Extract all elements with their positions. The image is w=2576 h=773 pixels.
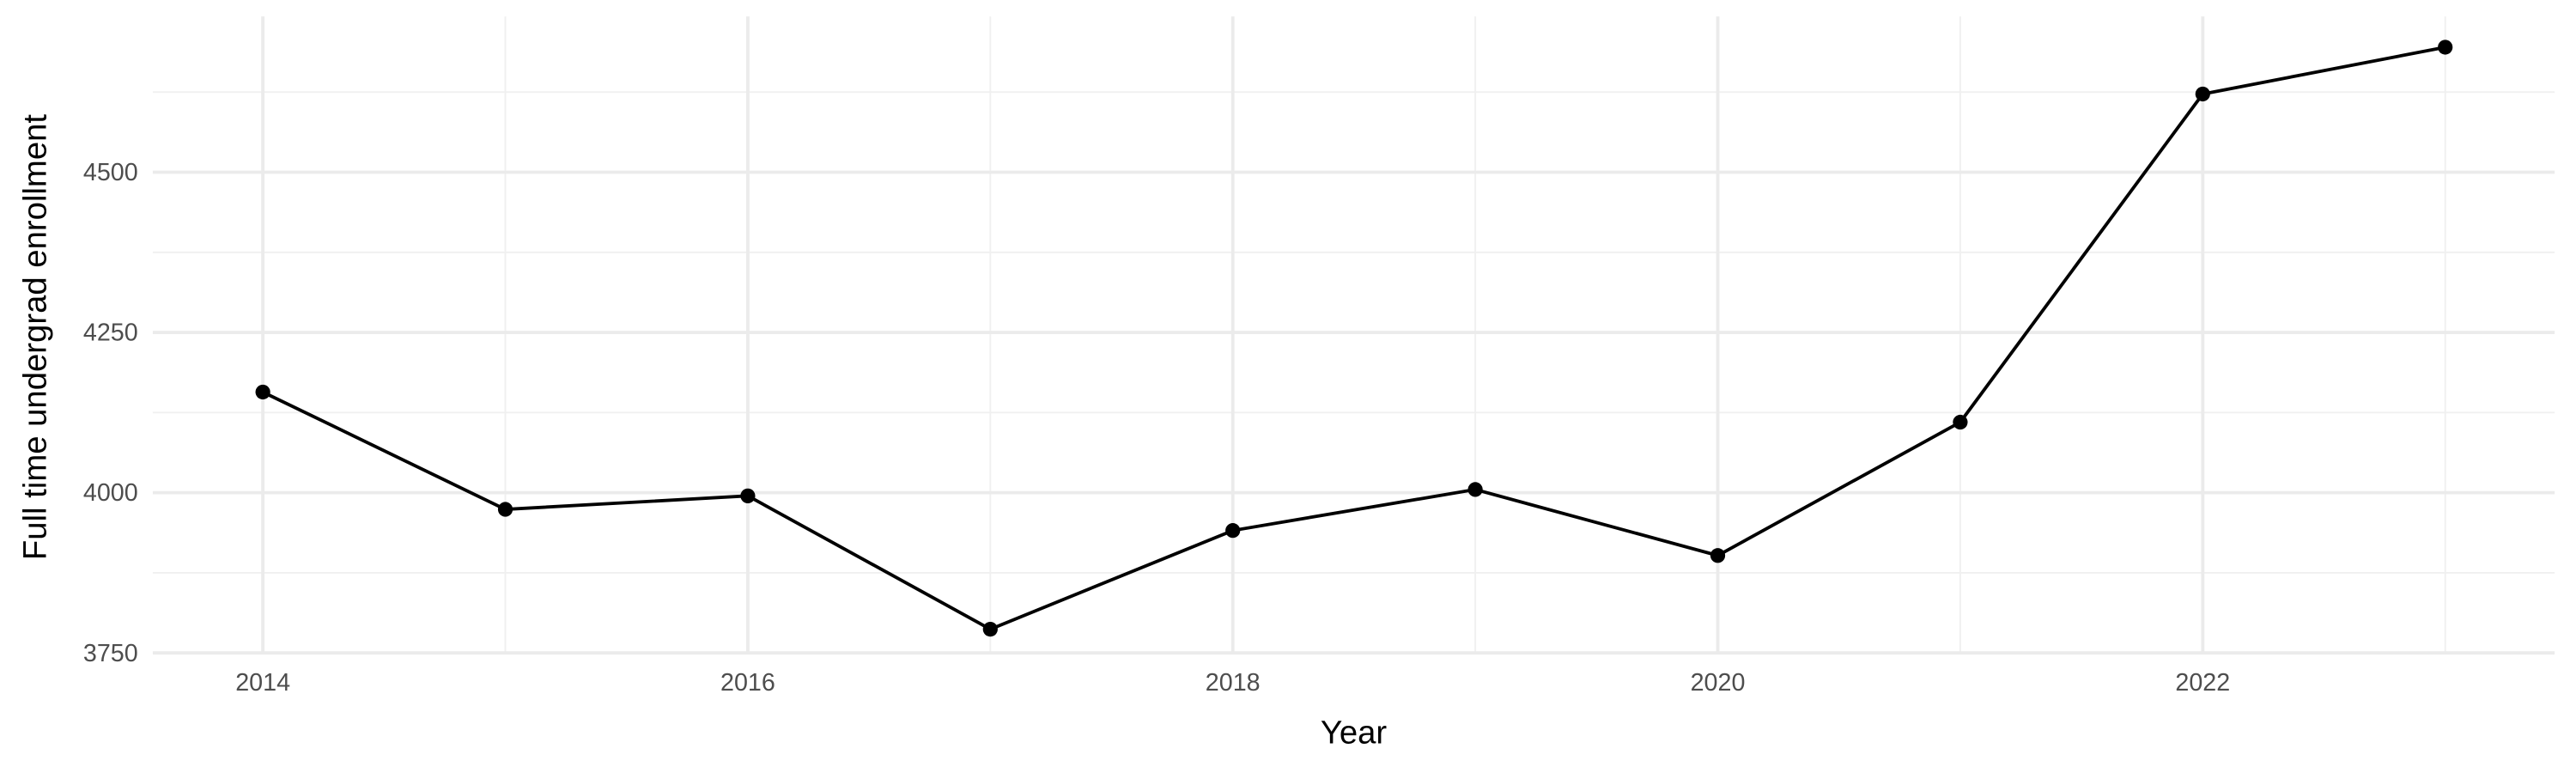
x-tick-label: 2018 <box>1206 669 1261 697</box>
data-point-2020 <box>1710 548 1726 563</box>
data-point-2022 <box>2195 86 2210 102</box>
series-line <box>262 46 2446 631</box>
x-tick-label: 2022 <box>2175 669 2230 697</box>
y-tick-label: 3750 <box>83 640 138 667</box>
data-point-2016 <box>740 488 756 503</box>
y-axis-ticks: 3750 4000 4250 4500 <box>83 159 138 667</box>
data-point-2015 <box>497 502 513 517</box>
data-point-2019 <box>1467 482 1483 497</box>
x-tick-label: 2016 <box>720 669 775 697</box>
data-point-2023 <box>2438 40 2453 55</box>
grid <box>152 16 2555 655</box>
data-point-2021 <box>1953 414 1968 430</box>
data-point-2018 <box>1225 523 1241 539</box>
x-tick-label: 2020 <box>1691 669 1746 697</box>
y-axis-title: Full time undergrad enrollment <box>17 114 54 561</box>
data-point-2017 <box>982 621 998 637</box>
series <box>255 40 2453 637</box>
x-axis-title: Year <box>1321 715 1388 752</box>
data-point-2014 <box>255 384 270 400</box>
y-tick-label: 4000 <box>83 479 138 507</box>
y-tick-label: 4500 <box>83 159 138 186</box>
x-tick-label: 2014 <box>235 669 290 697</box>
x-axis-ticks: 2014 2016 2018 2020 2022 <box>235 669 2230 697</box>
y-tick-label: 4250 <box>83 320 138 347</box>
